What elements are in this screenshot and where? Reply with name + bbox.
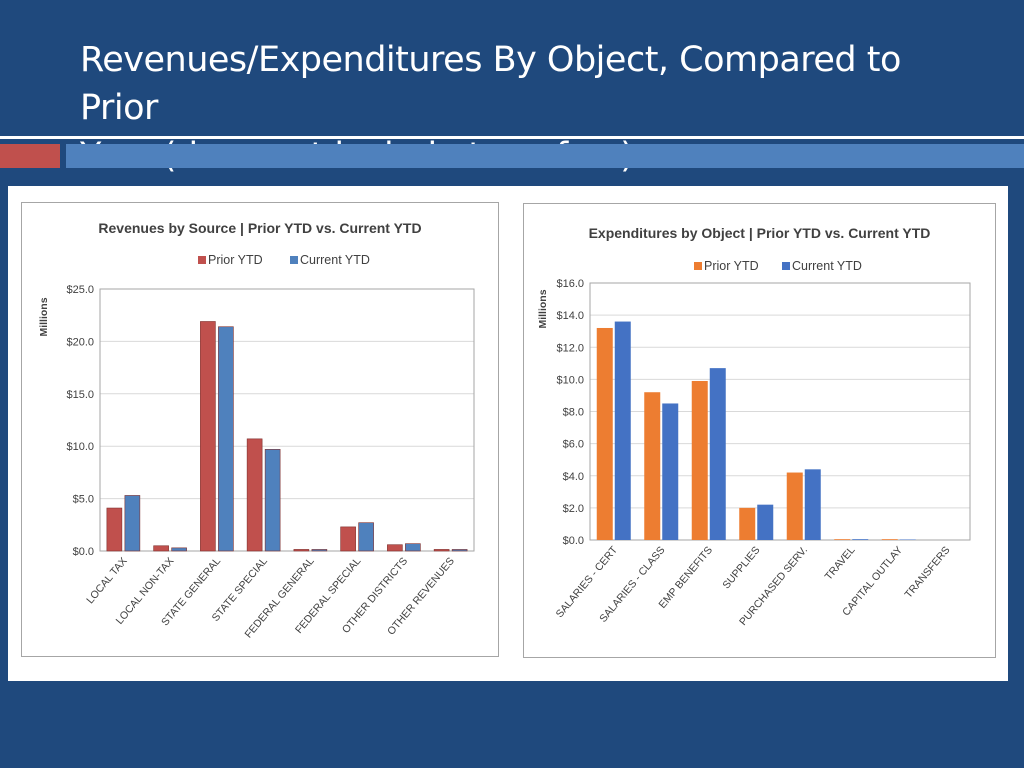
x-tick-label: TRANSFERS <box>902 544 952 600</box>
bar <box>834 539 851 540</box>
bar <box>709 368 726 540</box>
y-tick-label: $2.0 <box>563 503 584 515</box>
x-tick-label: SUPPLIES <box>720 544 762 591</box>
bar <box>596 327 613 540</box>
y-tick-label: $16.0 <box>556 278 584 290</box>
bar <box>387 544 403 552</box>
accent-bar-red <box>0 144 60 168</box>
expenditures-chart: Expenditures by Object | Prior YTD vs. C… <box>523 203 996 658</box>
y-axis-label: Millions <box>38 297 50 336</box>
bar <box>852 539 869 540</box>
bar <box>246 438 263 552</box>
title-divider <box>0 136 1024 139</box>
legend-label: Prior YTD <box>704 259 759 273</box>
y-tick-label: $10.0 <box>556 374 584 386</box>
y-tick-label: $12.0 <box>556 342 584 354</box>
bar <box>171 547 187 552</box>
x-tick-label: TRAVEL <box>823 544 858 583</box>
legend-label: Current YTD <box>792 259 862 273</box>
slide-title-line1: Revenues/Expenditures By Object, Compare… <box>80 40 901 128</box>
y-axis-label: Millions <box>537 289 549 328</box>
y-tick-label: $15.0 <box>66 389 94 401</box>
content-panel: Revenues by Source | Prior YTD vs. Curre… <box>8 186 1008 681</box>
legend-swatch <box>290 256 298 264</box>
y-tick-label: $8.0 <box>563 407 584 419</box>
accent-bar-blue <box>66 144 1024 168</box>
bar <box>451 549 468 552</box>
expenditures-chart-svg: Expenditures by Object | Prior YTD vs. C… <box>537 225 971 628</box>
y-tick-label: $10.0 <box>66 441 94 453</box>
bar <box>311 549 328 552</box>
bar <box>153 545 169 552</box>
y-tick-label: $14.0 <box>556 310 584 322</box>
y-tick-label: $5.0 <box>73 494 94 506</box>
y-tick-label: $0.0 <box>563 535 584 547</box>
bar <box>293 549 310 552</box>
legend-swatch <box>694 262 702 270</box>
bar <box>200 321 216 552</box>
x-tick-label: LOCAL TAX <box>84 555 129 606</box>
bar <box>106 507 123 552</box>
bar <box>662 403 679 540</box>
bar <box>124 495 141 552</box>
chart-title: Expenditures by Object | Prior YTD vs. C… <box>589 225 931 241</box>
legend-swatch <box>782 262 790 270</box>
revenues-chart-svg: Revenues by Source | Prior YTD vs. Curre… <box>38 220 475 640</box>
y-tick-label: $6.0 <box>563 439 584 451</box>
y-tick-label: $20.0 <box>66 336 94 348</box>
bar <box>405 543 421 552</box>
plot-area <box>99 288 475 552</box>
bar <box>881 539 898 540</box>
bar <box>804 469 821 540</box>
bar <box>757 504 774 540</box>
bar <box>264 449 281 552</box>
bar <box>786 472 803 540</box>
y-tick-label: $25.0 <box>66 284 94 296</box>
bar <box>614 321 631 540</box>
bar <box>691 380 708 540</box>
bar <box>739 507 756 540</box>
legend-label: Prior YTD <box>208 253 263 267</box>
revenues-chart: Revenues by Source | Prior YTD vs. Curre… <box>21 202 499 657</box>
chart-title: Revenues by Source | Prior YTD vs. Curre… <box>98 220 421 236</box>
y-tick-label: $4.0 <box>563 471 584 483</box>
legend-label: Current YTD <box>300 253 370 267</box>
bar <box>218 326 234 552</box>
plot-area <box>589 282 971 541</box>
bar <box>433 549 450 552</box>
bar <box>644 392 661 540</box>
bar <box>340 526 356 552</box>
y-tick-label: $0.0 <box>73 546 94 558</box>
bar <box>358 522 374 552</box>
legend-swatch <box>198 256 206 264</box>
